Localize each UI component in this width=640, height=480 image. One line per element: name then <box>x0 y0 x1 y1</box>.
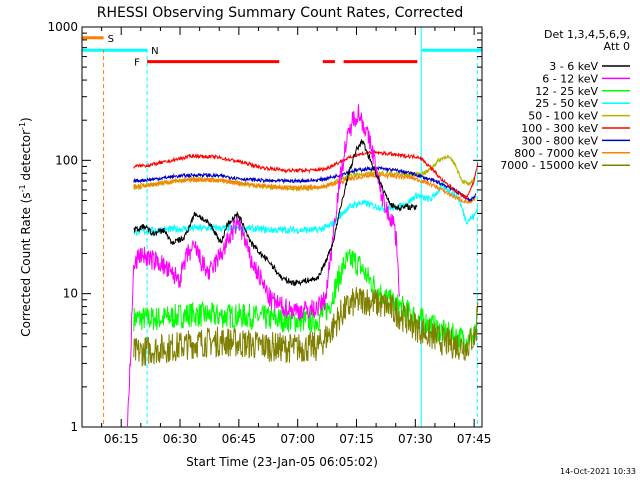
series-lines <box>127 104 479 427</box>
y-label-main: Corrected Count Rate (s <box>19 192 33 336</box>
series-line-7 <box>133 172 477 205</box>
series-line-5 <box>133 149 479 200</box>
legend-entry-label: 800 - 7000 keV <box>514 147 598 160</box>
y-label-end: ) <box>19 117 33 122</box>
flag-label: N <box>151 46 158 57</box>
legend-entry-label: 50 - 100 keV <box>528 110 598 123</box>
legend-header-line2: Att 0 <box>604 40 630 53</box>
flag-label: S <box>108 34 114 45</box>
flag-label: F <box>134 58 140 69</box>
legend-entry-label: 6 - 12 keV <box>542 72 598 85</box>
x-tick-label: 06:15 <box>104 432 139 446</box>
x-tick-label: 07:15 <box>339 432 374 446</box>
plot-frame <box>81 26 483 428</box>
y-tick-label: 1000 <box>47 20 78 34</box>
x-axis-ticks: 06:15 06:30 06:45 07:00 07:15 07:30 07:45 <box>101 27 492 446</box>
reference-lines <box>103 27 478 427</box>
legend-header-line1: Det 1,3,4,5,6,9, <box>544 28 630 41</box>
series-line-3 <box>133 181 479 237</box>
y-label-sup1: -1 <box>18 184 27 192</box>
y-label-sup2: -1 <box>18 122 27 130</box>
series-line-6 <box>133 165 477 203</box>
y-tick-label: 100 <box>55 153 78 167</box>
x-tick-label: 06:30 <box>163 432 198 446</box>
y-axis-ticks: 1 10 100 1000 <box>47 20 482 434</box>
x-tick-label: 07:30 <box>398 432 433 446</box>
legend-entry-label: 7000 - 15000 keV <box>500 159 598 172</box>
y-label-mid: detector <box>19 130 33 185</box>
legend-entry-label: 100 - 300 keV <box>521 122 598 135</box>
x-tick-label: 07:00 <box>280 432 315 446</box>
series-line-8 <box>133 287 479 367</box>
flag-bars: S NF <box>82 34 482 69</box>
y-axis-label: Corrected Count Rate (s-1 detector-1) <box>18 117 33 336</box>
series-line-0 <box>133 139 418 287</box>
legend-entry-label: 300 - 800 keV <box>521 134 598 147</box>
x-tick-label: 06:45 <box>222 432 257 446</box>
footer-timestamp: 14-Oct-2021 10:33 <box>560 467 636 476</box>
series-line-1 <box>127 104 400 427</box>
x-axis-label: Start Time (23-Jan-05 06:05:02) <box>186 455 378 469</box>
chart-title: RHESSI Observing Summary Count Rates, Co… <box>97 5 463 21</box>
series-line-4 <box>133 155 477 193</box>
legend-entry-label: 12 - 25 keV <box>535 85 598 98</box>
x-tick-label: 07:45 <box>457 432 492 446</box>
legend-entry-label: 25 - 50 keV <box>535 97 598 110</box>
legend-entry-label: 3 - 6 keV <box>549 60 598 73</box>
y-tick-label: 10 <box>63 287 78 301</box>
y-tick-label: 1 <box>70 420 78 434</box>
